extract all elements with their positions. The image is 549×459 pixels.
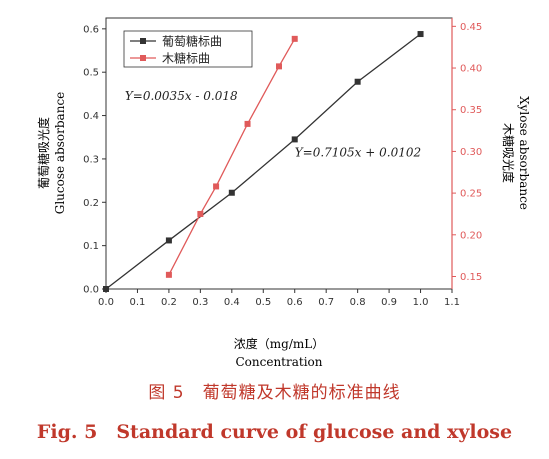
y-left-ticks: 0.0 0.1 0.2 0.3 0.4 0.5 0.6: [83, 24, 106, 296]
data-point: [276, 63, 282, 70]
y-right-title-cn: 木糖吸光度: [501, 123, 516, 183]
y-right-tick-label: 0.45: [460, 22, 482, 33]
legend-marker: [140, 38, 146, 44]
y-right-ticks: 0.15 0.20 0.25 0.30 0.35 0.40 0.45: [452, 22, 482, 283]
x-tick-label: 0.6: [287, 297, 303, 308]
x-tick-label: 0.0: [98, 297, 114, 308]
x-ticks: 0.0 0.1 0.2 0.3 0.4 0.5 0.6 0.7 0.8 0.9 1.0 1.1: [98, 289, 460, 308]
series-layer: [103, 31, 424, 292]
y-right-title-en: Xylose absorbance: [517, 96, 531, 210]
x-tick-label: 0.5: [255, 297, 271, 308]
y-right-tick-label: 0.40: [460, 64, 482, 75]
x-axis-title-cn: 浓度（mg/mL）: [234, 336, 324, 351]
x-tick-label: 0.1: [130, 297, 146, 308]
data-point: [213, 183, 220, 190]
data-point: [354, 78, 361, 85]
y-left-tick-label: 0.5: [83, 68, 99, 79]
y-left-tick-label: 0.4: [83, 111, 99, 122]
x-tick-label: 0.8: [350, 297, 366, 308]
figure-caption-en: Fig. 5 Standard curve of glucose and xyl…: [36, 421, 513, 443]
x-axis-title-en: Concentration: [235, 355, 322, 369]
x-tick-label: 1.1: [444, 297, 460, 308]
series-line-xylose: [168, 38, 296, 276]
data-point: [291, 136, 298, 143]
x-tick-label: 0.9: [381, 297, 397, 308]
y-left-tick-label: 0.0: [83, 285, 99, 296]
data-point: [291, 35, 298, 42]
data-point: [103, 286, 109, 292]
data-point: [165, 237, 172, 244]
legend-label: 葡萄糖标曲: [162, 34, 222, 49]
x-tick-label: 0.2: [161, 297, 177, 308]
y-left-tick-label: 0.6: [83, 24, 99, 35]
y-right-tick-label: 0.20: [460, 230, 482, 241]
data-point: [244, 120, 251, 127]
y-left-tick-label: 0.2: [83, 198, 99, 209]
x-tick-label: 1.0: [413, 297, 429, 308]
chart: 0.0 0.1 0.2 0.3 0.4 0.5 0.6 0.7 0.8 0.9 1.0 1.1 0.0…: [36, 17, 531, 369]
y-right-tick-label: 0.30: [460, 147, 482, 158]
data-point: [417, 31, 424, 38]
data-point: [197, 210, 204, 217]
y-right-tick-label: 0.35: [460, 105, 482, 116]
x-tick-label: 0.3: [192, 297, 208, 308]
equation-glucose: Y=0.7105x + 0.0102: [295, 145, 421, 159]
y-left-tick-label: 0.1: [83, 241, 99, 252]
equation-xylose: Y=0.0035x - 0.018: [125, 89, 238, 103]
y-left-tick-label: 0.3: [83, 154, 99, 165]
y-right-tick-label: 0.15: [460, 272, 482, 283]
legend-label: 木糖标曲: [162, 51, 210, 66]
figure-caption-cn: 图 5 葡萄糖及木糖的标准曲线: [148, 383, 401, 403]
x-tick-label: 0.7: [318, 297, 334, 308]
y-left-title-en: Glucose absorbance: [53, 92, 67, 215]
legend-marker: [140, 55, 146, 61]
y-right-tick-label: 0.25: [460, 189, 482, 200]
data-point: [228, 189, 235, 196]
y-left-title-cn: 葡萄糖吸光度: [36, 117, 51, 189]
data-point: [165, 271, 172, 278]
x-tick-label: 0.4: [224, 297, 240, 308]
series-line-glucose: [105, 33, 421, 290]
